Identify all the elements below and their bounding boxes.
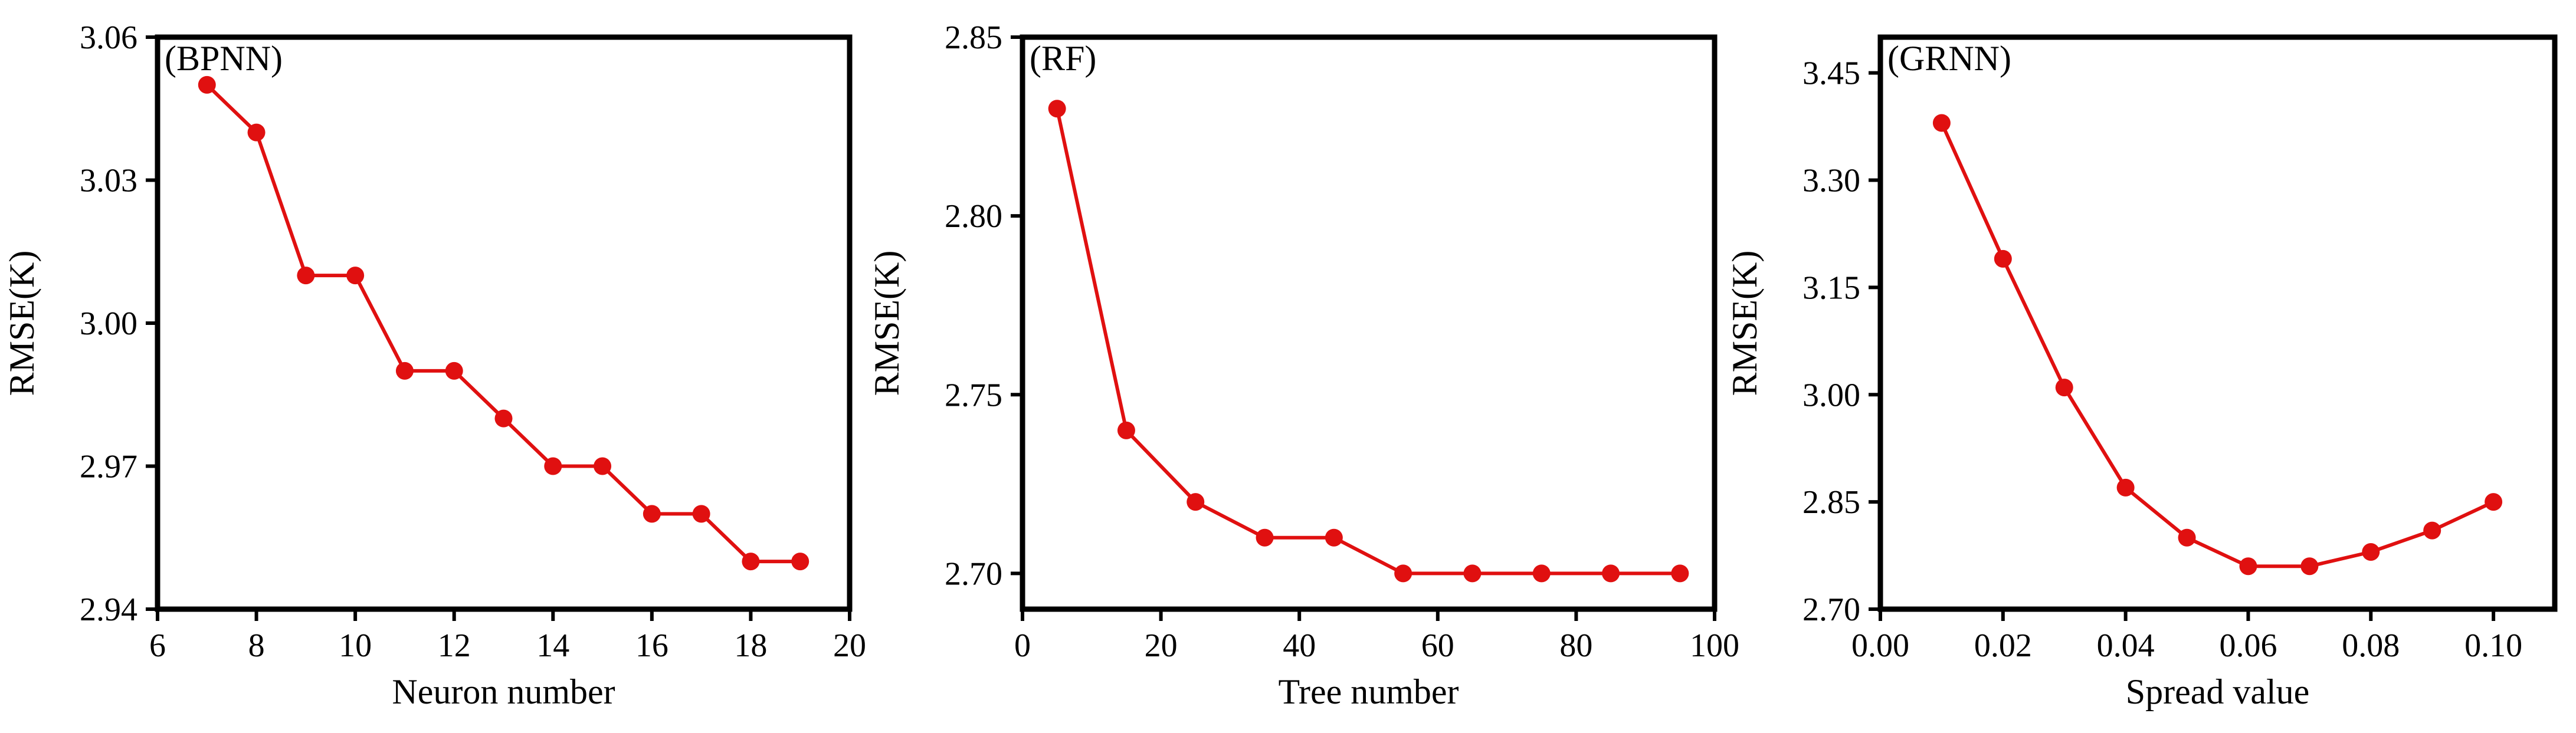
data-point	[494, 409, 513, 428]
data-point	[1602, 564, 1620, 583]
x-tick-label: 0.00	[1851, 627, 1909, 664]
data-point	[1325, 528, 1343, 547]
y-tick-label: 3.15	[1802, 269, 1860, 306]
plot-frame	[1020, 34, 1718, 612]
data-point	[1671, 564, 1689, 583]
x-tick-label: 0.02	[1974, 627, 2032, 664]
x-axis-title: Tree number	[1278, 672, 1459, 711]
series-line	[1055, 108, 1680, 576]
data-point	[445, 361, 463, 380]
x-tick-label: 20	[1145, 627, 1178, 664]
y-tick-label: 3.00	[1802, 377, 1860, 413]
y-tick-label: 2.85	[1802, 484, 1860, 521]
chart-panel-3: 0.00 0.02 0.04 0.06 0.08 0.10 2.70 2.85 3.00 3.15…	[1725, 34, 2558, 711]
y-tick-label: 2.97	[80, 449, 137, 485]
data-point	[2239, 557, 2257, 576]
x-tick-label: 60	[1421, 627, 1454, 664]
y-tick-label: 3.00	[80, 305, 137, 342]
series-line	[205, 83, 801, 564]
x-tick-label: 0.08	[2342, 627, 2400, 664]
data-point	[2300, 557, 2319, 576]
data-point	[643, 505, 661, 523]
y-axis-title: RMSE(K)	[1725, 251, 1764, 396]
data-point	[247, 123, 266, 142]
chart-panel-2: 0 20 40 60 80 100 2.70 2.75 2.80 2.85 Tree number R…	[867, 19, 1739, 711]
data-point	[198, 75, 216, 94]
y-axis-title: RMSE(K)	[2, 251, 41, 396]
y-tick-label: 3.06	[80, 19, 137, 56]
panel-label: (BPNN)	[165, 39, 283, 78]
data-point	[2485, 493, 2503, 511]
x-axis-title: Spread value	[2126, 672, 2310, 711]
plot-frame	[1877, 34, 2558, 612]
chart-panel-1: 6 8 10 12 14 16 18 20 2.94 2.97 3.00 3.03 3.06 Neuron…	[2, 19, 866, 711]
data-point	[2055, 379, 2073, 397]
data-point	[2116, 478, 2135, 497]
y-tick-label: 2.94	[80, 591, 137, 628]
data-point	[742, 553, 760, 571]
data-point	[1117, 421, 1135, 439]
x-tick-label: 6	[149, 627, 166, 664]
plot-frame	[155, 34, 853, 612]
x-tick-label: 18	[734, 627, 767, 664]
y-tick-label: 3.30	[1802, 163, 1860, 199]
data-point	[1463, 564, 1482, 583]
x-tick-label: 0.06	[2219, 627, 2277, 664]
data-point	[1532, 564, 1551, 583]
x-tick-label: 12	[438, 627, 471, 664]
data-point	[1394, 564, 1412, 583]
data-point	[2362, 543, 2380, 561]
x-tick-label: 0	[1014, 627, 1031, 664]
data-point	[297, 267, 315, 285]
data-point	[1932, 114, 1951, 132]
series-line	[1940, 122, 2495, 568]
y-tick-label: 2.70	[1802, 591, 1860, 628]
y-tick-label: 2.85	[945, 19, 1002, 56]
data-point	[1048, 100, 1066, 118]
data-point	[791, 553, 809, 571]
x-tick-label: 10	[339, 627, 372, 664]
x-axis-title: Neuron number	[392, 672, 615, 711]
y-tick-label: 2.70	[945, 555, 1002, 592]
data-point	[2178, 528, 2196, 547]
data-point	[1187, 493, 1205, 511]
x-tick-label: 16	[635, 627, 668, 664]
x-tick-label: 0.10	[2464, 627, 2522, 664]
x-tick-label: 0.04	[2097, 627, 2155, 664]
data-point	[544, 457, 562, 475]
x-tick-label: 8	[248, 627, 265, 664]
panel-label: (RF)	[1030, 39, 1096, 78]
y-tick-label: 2.80	[945, 198, 1002, 235]
x-tick-label: 14	[536, 627, 569, 664]
x-tick-label: 40	[1283, 627, 1316, 664]
data-point	[1256, 528, 1274, 547]
y-tick-label: 2.75	[945, 377, 1002, 413]
x-tick-label: 80	[1559, 627, 1592, 664]
data-point	[594, 457, 612, 475]
x-tick-label: 20	[833, 627, 866, 664]
panel-label: (GRNN)	[1887, 39, 2011, 78]
data-point	[346, 267, 365, 285]
y-tick-label: 3.45	[1802, 55, 1860, 92]
data-point	[692, 505, 710, 523]
data-point	[2423, 521, 2441, 540]
y-axis-title: RMSE(K)	[867, 251, 906, 396]
data-point	[1994, 249, 2012, 268]
data-point	[395, 361, 414, 380]
x-tick-label: 100	[1690, 627, 1739, 664]
y-tick-label: 3.03	[80, 163, 137, 199]
